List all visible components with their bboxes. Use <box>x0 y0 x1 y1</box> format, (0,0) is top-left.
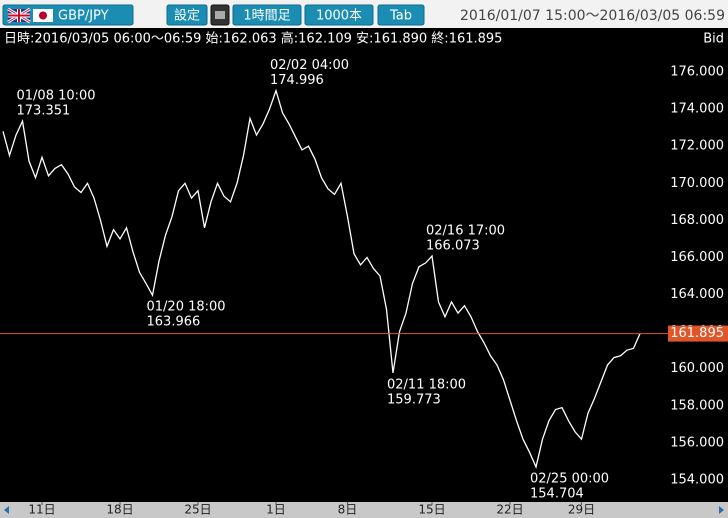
annotation-value: 163.966 <box>147 315 201 330</box>
annotation-value: 166.073 <box>426 239 480 254</box>
y-tick-label: 166.000 <box>670 250 724 265</box>
y-tick-label: 164.000 <box>670 287 724 302</box>
pair-label: GBP/JPY <box>58 9 109 24</box>
scroll-right[interactable] <box>719 506 724 514</box>
y-tick-label: 170.000 <box>670 176 724 191</box>
x-tick-label: 29日 <box>568 503 595 517</box>
scroll-left[interactable] <box>4 506 9 514</box>
icon <box>215 11 225 19</box>
y-tick-label: 174.000 <box>670 102 724 117</box>
x-tick-label: 18日 <box>106 503 133 517</box>
timeframe-button[interactable] <box>232 4 302 26</box>
price-side: Bid <box>703 32 724 47</box>
jp-flag <box>33 9 53 22</box>
last-price-box <box>668 325 728 342</box>
y-tick-label: 156.000 <box>670 435 724 450</box>
annotation-time: 02/16 17:00 <box>426 224 505 239</box>
annotation-time: 02/11 18:00 <box>387 377 466 392</box>
annotation-time: 01/08 10:00 <box>17 89 96 104</box>
annotation-value: 159.773 <box>387 392 441 407</box>
price-line <box>2 88 641 469</box>
x-tick-label: 15日 <box>418 503 445 517</box>
x-tick-label: 8日 <box>338 503 358 517</box>
x-tick-label: 22日 <box>496 503 523 517</box>
last-price-label: 161.895 <box>670 326 724 341</box>
annotation-time: 02/25 00:00 <box>530 471 609 486</box>
y-tick-label: 160.000 <box>670 361 724 376</box>
annotation-value: 174.996 <box>270 73 324 88</box>
x-tick-label: 1日 <box>266 503 286 517</box>
button-label: Tab <box>389 9 412 24</box>
count-button[interactable] <box>304 4 374 26</box>
y-tick-label: 158.000 <box>670 398 724 413</box>
annotation-value: 154.704 <box>530 486 584 501</box>
uk-flag <box>7 7 31 24</box>
y-tick-label: 172.000 <box>670 139 724 154</box>
button-label: 1000本 <box>316 9 362 24</box>
chart-area <box>0 28 728 502</box>
range-label: 2016/01/07 15:00〜2016/03/05 06:59 <box>460 8 725 24</box>
button-label: 設定 <box>174 8 200 24</box>
annotation-time: 01/20 18:00 <box>147 300 226 315</box>
y-tick-label: 154.000 <box>670 472 724 487</box>
tab-button[interactable] <box>377 4 425 26</box>
x-tick-label: 11日 <box>28 503 55 517</box>
button-label: 1時間足 <box>243 9 290 24</box>
y-tick-label: 176.000 <box>670 65 724 80</box>
info-line: 日時:2016/03/05 06:00〜06:59 始:162.063 高:16… <box>4 31 502 47</box>
settings-button[interactable] <box>166 4 208 26</box>
y-tick-label: 168.000 <box>670 213 724 228</box>
x-axis-bar <box>0 502 728 518</box>
x-tick-label: 25日 <box>184 503 211 517</box>
annotation-time: 02/02 04:00 <box>270 58 349 73</box>
annotation-value: 173.351 <box>17 104 71 119</box>
